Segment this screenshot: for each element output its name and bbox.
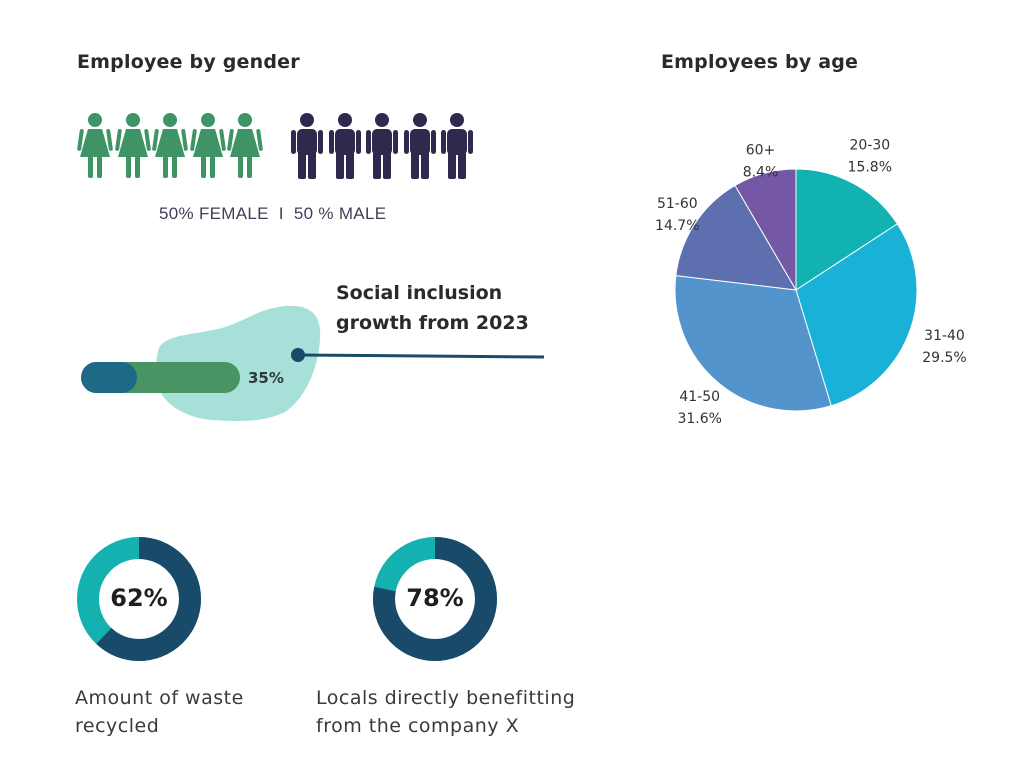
age-chart-title: Employees by age — [661, 51, 859, 73]
male-person-icon — [439, 112, 475, 180]
pie-value-label: 8.4% — [743, 165, 779, 181]
inclusion-bar-start — [81, 362, 137, 393]
pie-category-label: 20-30 — [849, 138, 890, 154]
pie-category-label: 60+ — [746, 143, 776, 159]
waste-recycled-caption: Amount of waste recycled — [75, 687, 244, 737]
inclusion-connector-line — [297, 353, 545, 359]
gender-title: Employee by gender — [77, 51, 300, 73]
pie-category-label: 31-40 — [924, 328, 965, 344]
inclusion-connector-dot — [291, 348, 305, 362]
inclusion-value: 35% — [248, 369, 284, 387]
pie-slice-51-60 — [675, 184, 797, 291]
female-person-icon — [114, 112, 151, 180]
waste-recycled-donut — [77, 537, 201, 661]
locals-benefitting-donut — [373, 537, 497, 661]
pie-slice-60+ — [734, 168, 797, 292]
donut-value-segment — [373, 537, 497, 661]
pie-value-label: 14.7% — [655, 218, 699, 234]
donut-value-segment — [77, 537, 201, 661]
pie-slice-31-40 — [795, 223, 918, 407]
inclusion-graphic — [81, 305, 545, 422]
locals-benefitting-caption: Locals directly benefitting from the com… — [316, 687, 576, 737]
female-person-icon — [227, 112, 263, 180]
pie-category-label: 41-50 — [679, 389, 720, 405]
pie-value-label: 15.8% — [848, 160, 892, 176]
locals-benefitting-value: 78% — [406, 584, 464, 612]
male-person-icon — [327, 112, 363, 180]
female-person-icon — [77, 112, 113, 180]
age-pie-chart: 20-30 15.8% 31-40 29.5% 41-50 31.6% 51-60 14.7%… — [655, 138, 967, 427]
waste-recycled-value: 62% — [110, 584, 168, 612]
male-person-icon — [289, 112, 325, 180]
male-person-icon — [402, 112, 438, 180]
male-person-icon — [364, 112, 400, 180]
female-person-icon — [189, 112, 226, 180]
pie-value-label: 31.6% — [677, 411, 721, 427]
pie-slice-20-30 — [795, 168, 899, 291]
gender-caption: 50% FEMALE I 50 % MALE — [159, 204, 387, 223]
pie-category-label: 51-60 — [657, 196, 698, 212]
gender-icon-row — [77, 112, 477, 182]
pie-value-label: 29.5% — [922, 350, 966, 366]
inclusion-title: Social inclusion growth from 2023 — [336, 282, 529, 334]
female-person-icon — [152, 112, 188, 180]
pie-slice-41-50 — [674, 275, 832, 412]
